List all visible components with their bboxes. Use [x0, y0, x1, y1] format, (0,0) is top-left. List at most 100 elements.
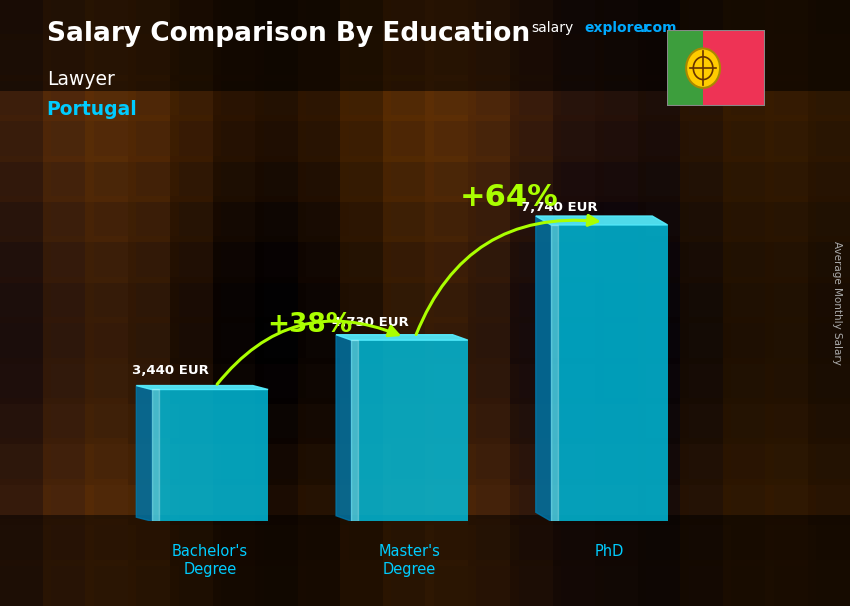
Bar: [298, 156, 348, 202]
Bar: [722, 519, 774, 565]
Bar: [468, 196, 518, 242]
Text: 4,730 EUR: 4,730 EUR: [332, 316, 409, 330]
Text: explorer: explorer: [584, 21, 649, 35]
Bar: [638, 75, 688, 121]
Bar: [85, 115, 136, 162]
Bar: [638, 438, 688, 485]
Bar: [595, 358, 646, 404]
Bar: [765, 196, 816, 242]
Bar: [340, 559, 391, 606]
Bar: [340, 75, 391, 121]
Bar: [510, 559, 561, 606]
Bar: [340, 438, 391, 485]
Bar: [151, 390, 268, 521]
Bar: [765, 479, 816, 525]
Bar: [425, 0, 476, 41]
Bar: [298, 75, 348, 121]
Text: 7,740 EUR: 7,740 EUR: [520, 201, 598, 214]
Bar: [85, 75, 136, 121]
Bar: [212, 479, 264, 525]
Bar: [638, 519, 688, 565]
Bar: [298, 236, 348, 283]
Bar: [595, 398, 646, 444]
Bar: [170, 75, 221, 121]
Text: Lawyer: Lawyer: [47, 70, 115, 88]
Bar: [42, 115, 94, 162]
Bar: [340, 519, 391, 565]
Bar: [0, 156, 51, 202]
Bar: [0, 358, 51, 404]
Bar: [298, 358, 348, 404]
Bar: [680, 398, 731, 444]
Bar: [255, 317, 306, 364]
Bar: [425, 519, 476, 565]
Bar: [680, 196, 731, 242]
Bar: [340, 479, 391, 525]
Bar: [595, 156, 646, 202]
Bar: [85, 559, 136, 606]
Bar: [170, 317, 221, 364]
Bar: [425, 559, 476, 606]
Bar: [85, 438, 136, 485]
Bar: [42, 35, 94, 81]
Bar: [128, 75, 178, 121]
Bar: [595, 236, 646, 283]
Bar: [425, 277, 476, 323]
Bar: [703, 30, 765, 106]
Bar: [510, 479, 561, 525]
Bar: [680, 0, 731, 41]
Text: .com: .com: [639, 21, 677, 35]
Bar: [340, 236, 391, 283]
Bar: [425, 196, 476, 242]
Bar: [170, 236, 221, 283]
Bar: [680, 358, 731, 404]
Bar: [0, 317, 51, 364]
Bar: [298, 479, 348, 525]
Bar: [468, 438, 518, 485]
Bar: [510, 438, 561, 485]
Bar: [468, 236, 518, 283]
Bar: [128, 317, 178, 364]
Bar: [595, 277, 646, 323]
Bar: [255, 559, 306, 606]
Bar: [128, 559, 178, 606]
Bar: [510, 75, 561, 121]
Bar: [170, 559, 221, 606]
Bar: [340, 196, 391, 242]
Bar: [128, 519, 178, 565]
Bar: [680, 35, 731, 81]
Bar: [722, 196, 774, 242]
Bar: [808, 35, 850, 81]
Bar: [0, 115, 51, 162]
Polygon shape: [351, 340, 358, 521]
Bar: [722, 75, 774, 121]
Bar: [552, 156, 604, 202]
Bar: [808, 479, 850, 525]
Bar: [680, 156, 731, 202]
Bar: [42, 75, 94, 121]
Bar: [765, 559, 816, 606]
Bar: [340, 358, 391, 404]
Polygon shape: [536, 216, 551, 521]
Bar: [638, 35, 688, 81]
Bar: [255, 398, 306, 444]
Bar: [765, 358, 816, 404]
Polygon shape: [336, 335, 468, 340]
Bar: [722, 35, 774, 81]
Bar: [638, 115, 688, 162]
Bar: [468, 277, 518, 323]
Bar: [425, 75, 476, 121]
Bar: [808, 75, 850, 121]
Bar: [425, 479, 476, 525]
Bar: [42, 317, 94, 364]
Polygon shape: [536, 216, 667, 225]
Bar: [722, 236, 774, 283]
Bar: [340, 317, 391, 364]
Bar: [638, 156, 688, 202]
Bar: [170, 519, 221, 565]
Bar: [0, 0, 850, 91]
Bar: [680, 559, 731, 606]
Bar: [765, 277, 816, 323]
Bar: [425, 156, 476, 202]
Bar: [42, 156, 94, 202]
